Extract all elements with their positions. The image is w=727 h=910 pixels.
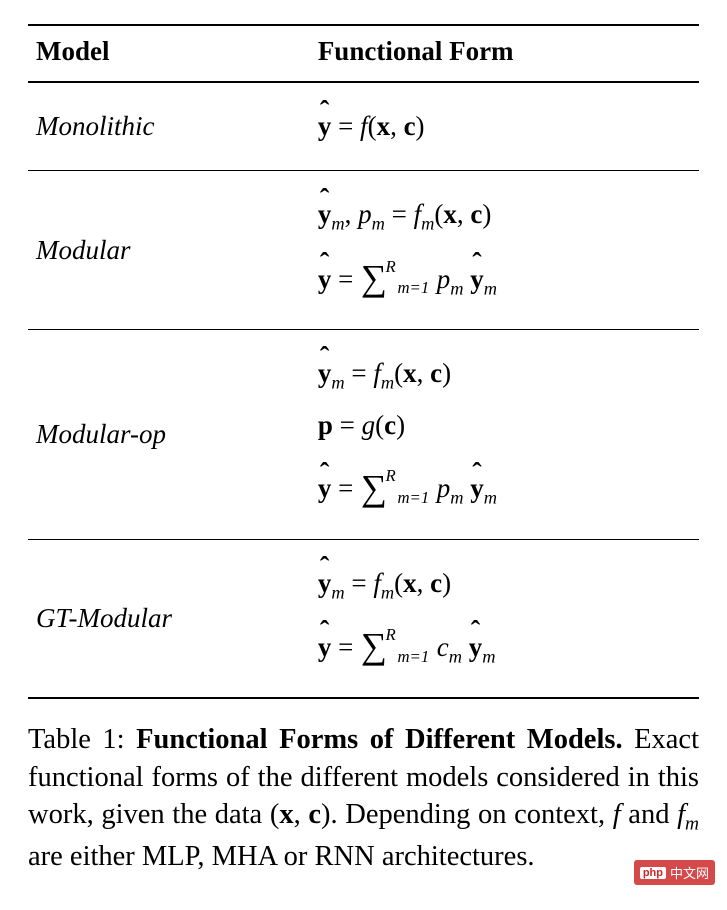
col-model-header: Model xyxy=(28,25,310,82)
table-row: Modular ym, pm = fm(x, c) y = ∑Rm=1 pm y… xyxy=(28,171,699,330)
table-header-row: Model Functional Form xyxy=(28,25,699,82)
caption-text: and xyxy=(621,799,677,830)
table-row: Modular-op ym = fm(x, c) p = g(c) y = ∑R… xyxy=(28,329,699,539)
watermark-text: 中文网 xyxy=(670,863,709,882)
caption-label: Table 1: xyxy=(28,724,136,755)
table-row: GT-Modular ym = fm(x, c) y = ∑Rm=1 cm ym xyxy=(28,539,699,698)
caption-text: are either MLP, MHA or RNN architectures… xyxy=(28,841,535,872)
functional-form-modular-op: ym = fm(x, c) p = g(c) y = ∑Rm=1 pm ym xyxy=(310,329,699,539)
table-row: Monolithic y = f(x, c) xyxy=(28,82,699,171)
watermark-badge: php 中文网 xyxy=(634,860,715,885)
caption-title: Functional Forms of Different Models. xyxy=(136,724,622,755)
caption-text: ). Depending on context, xyxy=(321,799,613,830)
model-name: Monolithic xyxy=(28,82,310,171)
col-form-header: Functional Form xyxy=(310,25,699,82)
model-name: Modular-op xyxy=(28,329,310,539)
watermark-tag: php xyxy=(640,867,666,879)
functional-form-gt-modular: ym = fm(x, c) y = ∑Rm=1 cm ym xyxy=(310,539,699,698)
model-name: GT-Modular xyxy=(28,539,310,698)
model-name: Modular xyxy=(28,171,310,330)
functional-form-modular: ym, pm = fm(x, c) y = ∑Rm=1 pm ym xyxy=(310,171,699,330)
table-caption: Table 1: Functional Forms of Different M… xyxy=(28,721,699,875)
functional-forms-table: Model Functional Form Monolithic y = f(x… xyxy=(28,24,699,699)
functional-form-monolithic: y = f(x, c) xyxy=(310,82,699,171)
